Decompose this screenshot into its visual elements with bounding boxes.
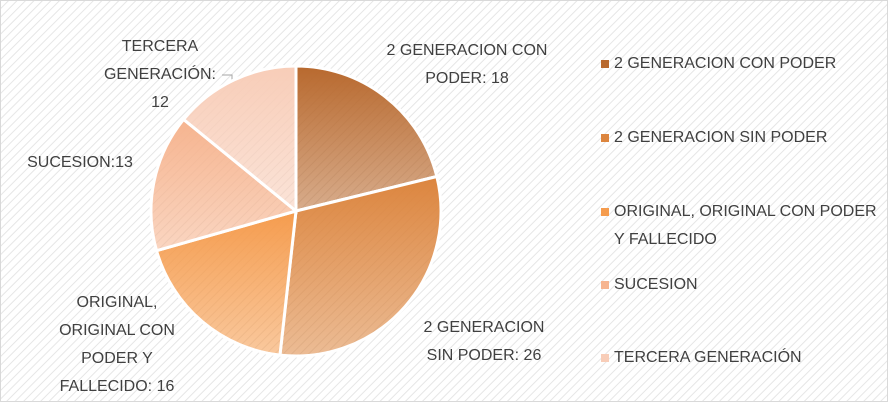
legend-label: ORIGINAL, ORIGINAL CON PODER Y FALLECIDO xyxy=(614,203,877,248)
data-label: SUCESION:13 xyxy=(27,154,133,171)
legend-swatch xyxy=(601,208,609,216)
pie-slice xyxy=(149,117,300,253)
data-label: ORIGINAL, ORIGINAL CON PODER Y FALLECIDO… xyxy=(59,294,175,395)
legend-label: 2 GENERACION CON PODER xyxy=(614,55,837,72)
legend-label: 2 GENERACION SIN PODER xyxy=(614,129,828,146)
legend-label: TERCERA GENERACIÓN xyxy=(614,349,802,366)
data-label: 2 GENERACION CON PODER: 18 xyxy=(386,42,548,87)
legend-swatch xyxy=(601,281,609,289)
pie-slice xyxy=(278,174,443,358)
legend-swatch xyxy=(601,354,609,362)
pie-slice xyxy=(294,64,439,213)
legend-swatch xyxy=(601,60,609,68)
data-label: 2 GENERACION SIN PODER: 26 xyxy=(423,319,545,364)
legend-swatch xyxy=(601,134,609,142)
pie-slice xyxy=(181,64,298,215)
leader-line xyxy=(222,74,233,80)
pie-slice xyxy=(154,208,298,357)
data-label: TERCERA GENERACIÓN: 12 xyxy=(103,38,216,111)
legend-label: SUCESION xyxy=(614,276,698,293)
